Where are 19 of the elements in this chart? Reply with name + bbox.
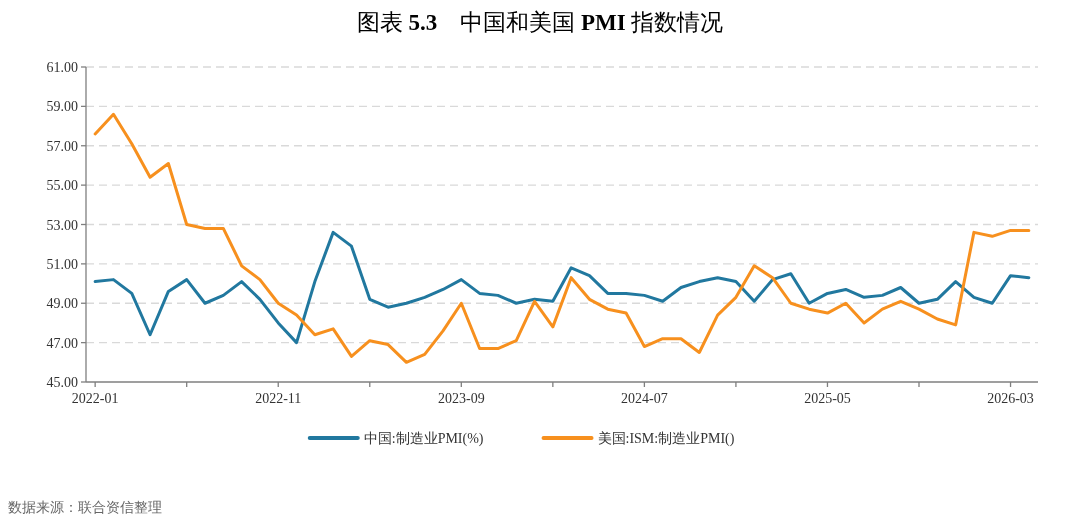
y-tick-label: 49.00	[46, 296, 78, 312]
y-tick-label: 53.00	[46, 217, 78, 233]
x-tick-label: 2022-11	[255, 391, 302, 406]
y-tick-label: 55.00	[46, 178, 78, 194]
y-tick-label: 59.00	[46, 99, 78, 115]
y-tick-label: 61.00	[46, 60, 78, 75]
x-tick-label: 2024-07	[621, 391, 668, 406]
y-tick-label: 51.00	[46, 256, 78, 272]
source-note: 数据来源：联合资信整理	[8, 500, 162, 515]
y-tick-label: 57.00	[46, 138, 78, 154]
y-tick-label: 47.00	[46, 335, 78, 351]
x-tick-label: 2023-09	[437, 391, 485, 406]
legend-label: 中国:制造业PMI(%)	[363, 431, 484, 447]
x-tick-label: 2025-05	[804, 391, 851, 406]
y-tick-label: 45.00	[46, 375, 78, 390]
x-tick-label: 2026-03	[987, 391, 1034, 406]
legend-label: 美国:ISM:制造业PMI()	[597, 431, 735, 447]
chart-title: 图表 5.3 中国和美国 PMI 指数情况	[356, 10, 724, 35]
x-tick-label: 2022-01	[71, 391, 119, 406]
